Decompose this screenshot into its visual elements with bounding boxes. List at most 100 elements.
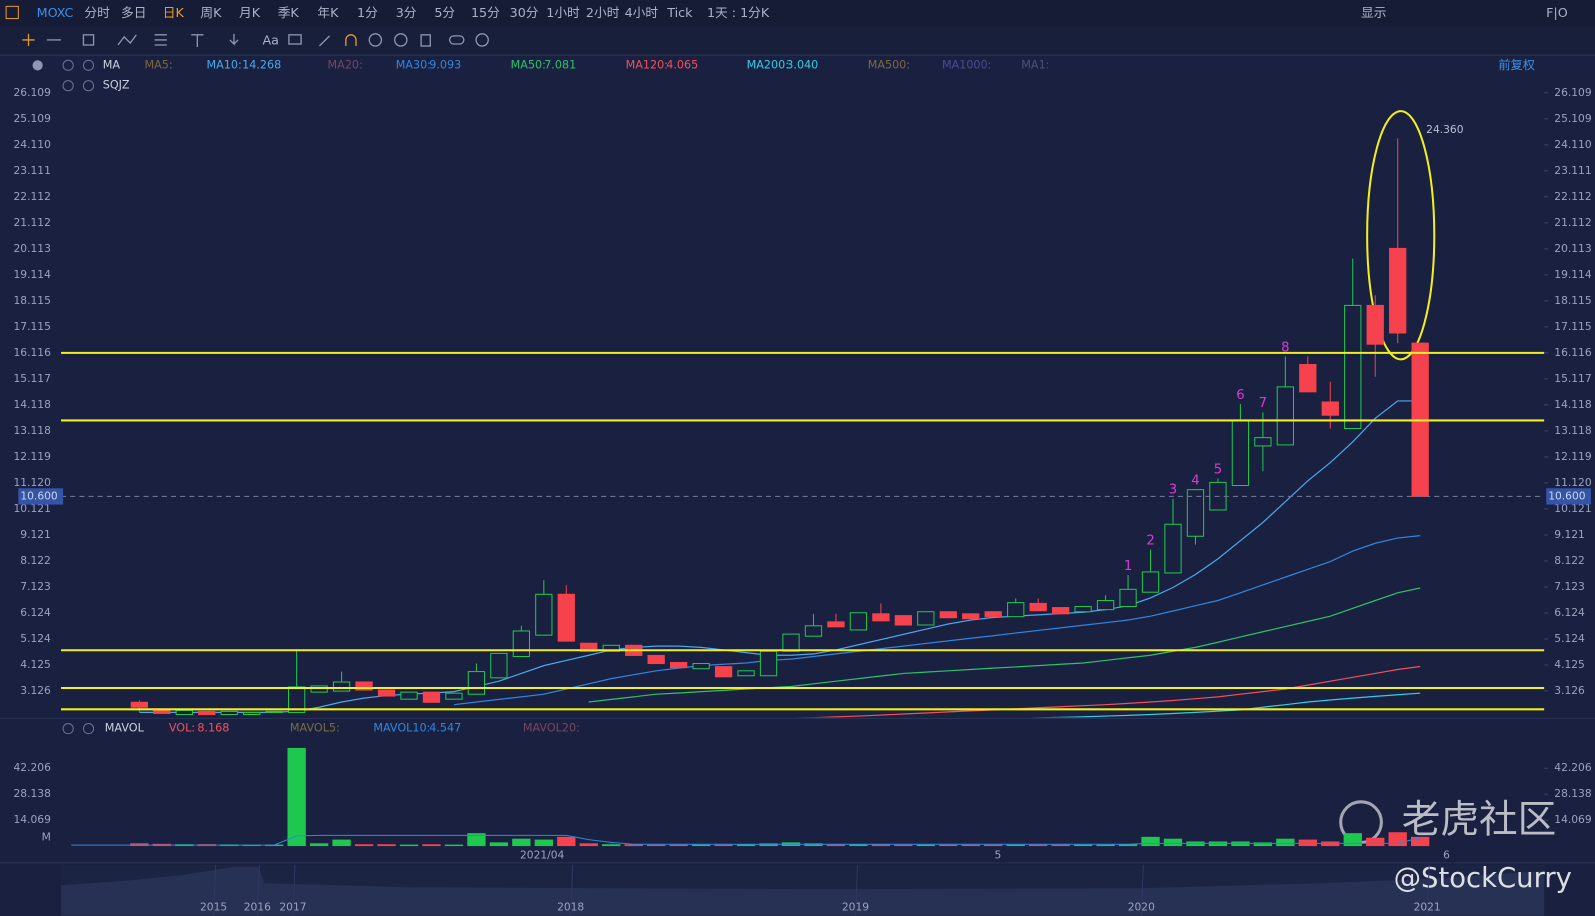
y-tick-label: 20.113 (1554, 242, 1591, 255)
lock-tool[interactable] (368, 33, 383, 47)
y-tick-label: 8.122 (20, 554, 51, 567)
symbol[interactable]: MOXC (37, 5, 74, 20)
indicator-name: MA1: (1021, 58, 1049, 71)
volume-bar (961, 844, 980, 847)
period-tab[interactable]: 3分 (396, 5, 417, 20)
last-price-label: 10.600 (1548, 489, 1586, 502)
volume-bar (1388, 832, 1407, 847)
volume-bar (557, 836, 576, 847)
y-tick-label: 24.110 (1554, 138, 1592, 151)
period-tab[interactable]: 1小时 (546, 5, 580, 20)
range-select[interactable]: 1天 : 1分K (707, 5, 770, 20)
candle-body (400, 691, 418, 700)
fib-tool[interactable] (154, 34, 167, 46)
close-icon[interactable] (82, 80, 95, 92)
y-tick-label: 16.116 (14, 346, 52, 359)
candle-body (1007, 602, 1025, 618)
volume-bar (939, 844, 958, 847)
candle-body (198, 710, 216, 716)
y-tick-label: 3.126 (20, 684, 51, 697)
indicator-name: MA500: (868, 58, 910, 71)
hide-tool[interactable] (394, 33, 408, 47)
x-label: 6 (1443, 849, 1450, 862)
y-tick-label: 13.118 (14, 424, 52, 437)
y-tick-label: 7.123 (1554, 580, 1585, 593)
fo-button[interactable]: F|O (1546, 5, 1568, 20)
ma-label[interactable]: MA (103, 58, 121, 71)
candle-body (602, 644, 620, 652)
indicator-name: MAVOL10: (373, 722, 430, 735)
candle-body (1029, 602, 1047, 612)
navigator-label: 2019 (842, 901, 869, 914)
indicator-name: MA1000: (942, 58, 991, 71)
delete-tool[interactable] (420, 34, 431, 47)
y-tick-label: 17.115 (14, 320, 51, 333)
y-tick-label: 10.121 (14, 502, 51, 515)
y-tick-label: 10.121 (1554, 502, 1591, 515)
navigator-tick (256, 864, 260, 916)
navigator-tick (213, 864, 217, 916)
font-tool[interactable]: Aa (262, 32, 278, 47)
volume-bar (512, 838, 531, 847)
candle-body (1164, 523, 1182, 574)
volume-bar (1118, 844, 1138, 847)
note-tool[interactable] (288, 34, 302, 45)
candle-body (220, 710, 238, 716)
period-tab[interactable]: 30分 (510, 5, 539, 20)
y-tick-label: 21.112 (1554, 216, 1591, 229)
mavol-label[interactable]: MAVOL (105, 722, 145, 735)
sqjz-label[interactable]: SQJZ (103, 79, 130, 92)
period-tab[interactable]: 年K (317, 5, 339, 20)
candle-body (332, 681, 351, 692)
period-tab[interactable]: 5分 (434, 5, 455, 20)
candle-body (962, 613, 980, 620)
candle-body (288, 686, 306, 713)
link-tool[interactable] (448, 35, 465, 45)
y-tick-label: 25.109 (1554, 112, 1592, 125)
td-count: 2 (1146, 533, 1154, 548)
settings-tool[interactable] (475, 33, 489, 47)
navigator-label: 2016 (244, 901, 271, 914)
watermark-brand: 老虎社区 (1402, 798, 1557, 843)
path-tool[interactable] (117, 34, 137, 46)
last-price-box (1546, 488, 1591, 505)
collapse-icon[interactable] (32, 60, 43, 71)
settings-icon[interactable] (62, 722, 74, 735)
period-tab[interactable]: 季K (278, 5, 300, 20)
candle-body (737, 670, 755, 677)
ruler-tool[interactable] (318, 35, 331, 47)
period-tab[interactable]: 分时 (84, 5, 110, 20)
text-tool[interactable] (191, 34, 204, 48)
period-tab[interactable]: 周K (200, 5, 222, 20)
settings-icon[interactable] (62, 59, 74, 71)
close-icon[interactable] (82, 59, 95, 71)
magnet-tool[interactable] (345, 34, 357, 47)
adjust-button[interactable]: 前复权 (1498, 57, 1535, 72)
vol-tick-label: 14.069 (14, 813, 52, 826)
td-count: 4 (1191, 474, 1199, 489)
period-tab[interactable]: 多日 (121, 5, 146, 20)
period-tab[interactable]: 2小时 (586, 5, 620, 20)
move-tool[interactable] (22, 33, 35, 47)
td-count: 3 (1169, 483, 1177, 498)
period-tab[interactable]: Tick (666, 5, 693, 20)
period-tab[interactable]: 1分 (357, 5, 378, 20)
close-icon[interactable] (82, 722, 95, 735)
period-tab[interactable]: 月K (239, 5, 261, 20)
arrow-tool[interactable] (229, 33, 239, 46)
y-tick-label: 16.116 (1554, 346, 1592, 359)
y-tick-label: 5.124 (1554, 632, 1585, 645)
settings-icon[interactable] (62, 80, 74, 92)
display-menu[interactable]: 显示 (1361, 5, 1386, 20)
volume-bar (624, 844, 643, 847)
y-tick-label: 11.120 (1554, 476, 1592, 489)
period-tab[interactable]: 4小时 (625, 5, 659, 20)
rect-tool[interactable] (82, 34, 95, 46)
candle-body (1299, 363, 1317, 393)
navigator-label: 2017 (279, 901, 306, 914)
candle-body (512, 630, 531, 658)
menu-icon[interactable] (5, 5, 19, 20)
period-tab[interactable]: 15分 (471, 5, 500, 20)
period-tab[interactable]: 日K (163, 5, 185, 20)
